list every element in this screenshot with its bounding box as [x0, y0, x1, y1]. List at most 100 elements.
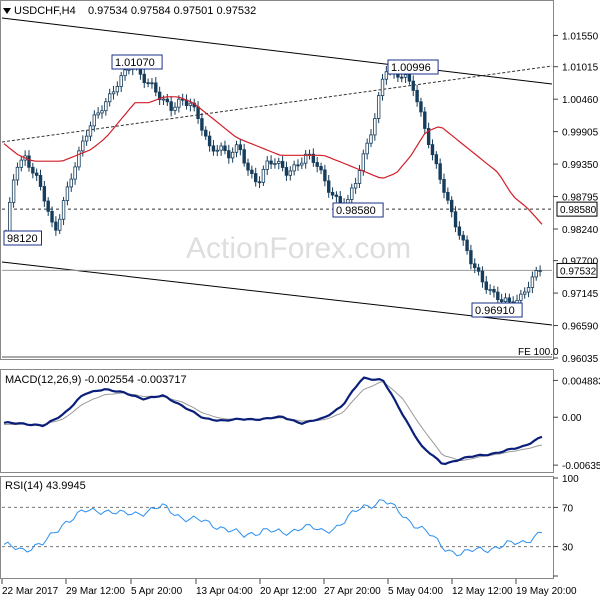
candle-body: [204, 129, 208, 137]
candle-body: [292, 164, 296, 172]
candle-body: [380, 78, 385, 97]
candle-body: [46, 200, 50, 212]
candle-body: [423, 111, 427, 129]
candle-body: [211, 145, 216, 152]
price-axis-label: 0.96590: [562, 322, 599, 333]
candle-body: [65, 186, 70, 201]
price-panel-frame: [0, 0, 554, 360]
candle-body: [277, 160, 281, 164]
candle-body: [526, 287, 531, 293]
symbol-timeframe: USDCHF,H4: [14, 5, 76, 17]
macd-axis-label: 0.004883: [562, 376, 600, 387]
x-axis-label: 5 May 04:00: [388, 586, 443, 597]
candle-body: [150, 82, 154, 85]
candle-body: [8, 201, 12, 234]
candle-body: [242, 149, 246, 164]
candle-body: [496, 291, 500, 301]
level-label: 0.96910: [475, 305, 515, 317]
level-label: 1.00996: [391, 62, 431, 74]
watermark: ActionForex.com: [186, 232, 411, 265]
x-axis-label: 27 Apr 20:00: [324, 586, 381, 597]
candle-body: [434, 154, 439, 165]
macd-label: MACD(12,26,9) -0.002554 -0.003717: [5, 374, 187, 386]
candle-body: [11, 179, 16, 203]
candle-body: [507, 297, 512, 303]
trend-dotted-line: [1, 65, 553, 143]
x-axis-label: 29 Mar 12:00: [66, 586, 125, 597]
x-axis-label: 22 Mar 2017: [2, 586, 59, 597]
candle-body: [538, 270, 542, 272]
candle-body: [530, 276, 535, 288]
rsi-axis-label: 100: [562, 474, 579, 485]
dashed-level-label: 0.98580: [560, 205, 597, 216]
x-axis-label: 5 Apr 20:00: [131, 586, 183, 597]
dashed-level-box: [556, 201, 598, 217]
rsi-panel-frame: [0, 476, 554, 579]
candle-body: [411, 80, 415, 91]
candle-body: [254, 173, 258, 183]
candle-body: [403, 74, 408, 78]
candle-body: [296, 164, 300, 167]
rsi-line: [3, 499, 543, 557]
candle-body: [523, 291, 527, 295]
candle-body: [503, 297, 508, 302]
candle-body: [269, 160, 273, 165]
candle-body: [146, 82, 150, 85]
channel-lower-line: [1, 261, 553, 326]
candle-body: [442, 178, 446, 193]
candle-body: [119, 75, 123, 87]
candle-body: [350, 187, 354, 200]
candle-body: [330, 191, 335, 196]
level-label-box: [3, 230, 42, 246]
candle-body: [219, 145, 223, 151]
candle-body: [257, 181, 262, 184]
candle-body: [234, 144, 239, 153]
candle-body: [315, 162, 319, 167]
x-axis-label: 19 May 20:00: [516, 586, 577, 597]
candle-body: [73, 166, 77, 180]
candle-body: [446, 191, 450, 201]
candle-body: [384, 71, 389, 80]
candle-body: [173, 106, 177, 111]
candle-body: [407, 74, 412, 82]
candle-body: [438, 163, 442, 180]
candle-body: [311, 153, 316, 163]
price-axis-label: 0.99905: [562, 128, 599, 139]
candle-body: [465, 239, 469, 251]
dropdown-arrow-icon[interactable]: [3, 8, 11, 14]
candle-body: [111, 91, 116, 95]
level-label: 98120: [7, 233, 38, 245]
candle-body: [261, 169, 266, 183]
candle-body: [84, 135, 89, 142]
candle-body: [161, 98, 166, 101]
candle-body: [400, 76, 404, 79]
candle-body: [238, 144, 243, 151]
candle-body: [357, 170, 362, 184]
candle-body: [223, 145, 227, 152]
macd-axis-label: 0.00: [562, 413, 582, 424]
candle-body: [476, 267, 481, 272]
candle-body: [207, 135, 212, 147]
price-axis-label: 0.99350: [562, 160, 599, 171]
candle-body: [31, 166, 35, 174]
candle-body: [169, 101, 173, 111]
candle-body: [499, 299, 504, 302]
candle-body: [369, 134, 373, 144]
candle-body: [323, 169, 327, 182]
candle-body: [488, 289, 492, 291]
level-label-box: [111, 54, 163, 70]
candle-body: [457, 226, 462, 236]
level-label: 0.98580: [336, 205, 376, 217]
candle-body: [92, 114, 97, 127]
candle-body: [265, 160, 269, 170]
candle-body: [376, 95, 381, 119]
last-price-box: [556, 262, 598, 278]
candle-body: [484, 281, 488, 290]
candle-body: [480, 270, 485, 283]
candle-body: [230, 151, 235, 159]
candle-body: [142, 73, 146, 84]
ohlc-readout: 0.97534 0.97584 0.97501 0.97532: [88, 5, 256, 17]
x-axis-label: 20 Apr 12:00: [260, 586, 317, 597]
